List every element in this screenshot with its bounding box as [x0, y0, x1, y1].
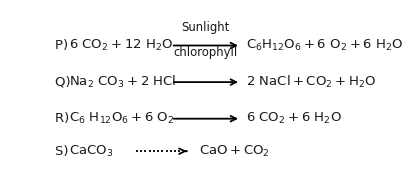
- Text: Q): Q): [55, 76, 74, 89]
- Text: $\mathrm{Na_2\ CO_3} + 2\ \mathrm{HCl}$: $\mathrm{Na_2\ CO_3} + 2\ \mathrm{HCl}$: [69, 74, 176, 90]
- Text: R): R): [55, 112, 73, 125]
- Text: $\mathrm{CaO} + \mathrm{CO_2}$: $\mathrm{CaO} + \mathrm{CO_2}$: [199, 144, 270, 159]
- Text: $\mathrm{CaCO_3}$: $\mathrm{CaCO_3}$: [69, 144, 113, 159]
- Text: Sunlight: Sunlight: [182, 21, 230, 34]
- Text: P): P): [55, 39, 72, 52]
- Text: $2\ \mathrm{NaCl} + \mathrm{CO_2} + \mathrm{H_2O}$: $2\ \mathrm{NaCl} + \mathrm{CO_2} + \mat…: [246, 74, 376, 90]
- Text: $6\ \mathrm{CO_2} + 12\ \mathrm{H_2O}$: $6\ \mathrm{CO_2} + 12\ \mathrm{H_2O}$: [69, 38, 173, 53]
- Text: chlorophyll: chlorophyll: [174, 46, 238, 59]
- Text: $\mathrm{C_6H_{12}O_6} + 6\ \mathrm{O_2} + 6\ \mathrm{H_2O}$: $\mathrm{C_6H_{12}O_6} + 6\ \mathrm{O_2}…: [246, 38, 403, 53]
- Text: $\mathrm{C_6\ H_{12}O_6} + 6\ \mathrm{O_2}$: $\mathrm{C_6\ H_{12}O_6} + 6\ \mathrm{O_…: [69, 111, 174, 126]
- Text: S): S): [55, 145, 72, 158]
- Text: $6\ \mathrm{CO_2} + 6\ \mathrm{H_2O}$: $6\ \mathrm{CO_2} + 6\ \mathrm{H_2O}$: [246, 111, 342, 126]
